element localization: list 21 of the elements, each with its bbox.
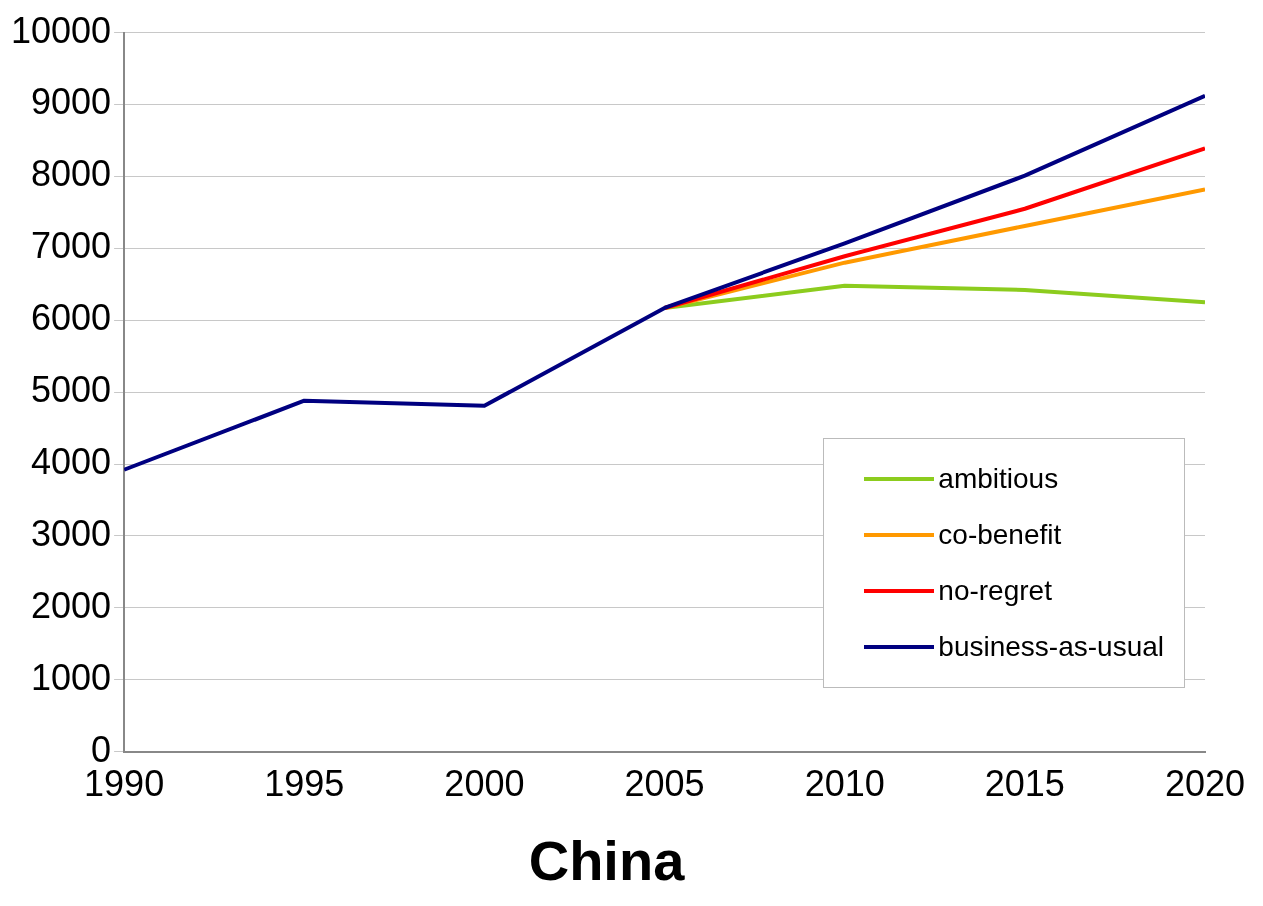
- y-tick-label: 10000: [11, 9, 112, 51]
- legend-label: no-regret: [938, 575, 1052, 607]
- y-tick-label: 3000: [31, 512, 112, 554]
- x-tick-label: 2020: [1164, 763, 1246, 805]
- x-tick-label: 2005: [624, 763, 705, 805]
- y-tick-label: 9000: [31, 81, 112, 123]
- y-tick-label: 5000: [31, 369, 112, 411]
- x-tick-label: 2015: [984, 763, 1065, 805]
- y-tick-label: 1000: [31, 656, 112, 698]
- y-tick-label: 7000: [31, 225, 112, 267]
- y-tick-label: 6000: [31, 297, 112, 339]
- y-tick-label: 2000: [31, 584, 112, 626]
- y-tick-label: 8000: [31, 153, 112, 195]
- legend-label: business-as-usual: [938, 631, 1164, 663]
- x-tick-label: 2000: [444, 763, 525, 805]
- legend-label: co-benefit: [938, 519, 1062, 551]
- text: China: [528, 828, 686, 892]
- y-tick-label: 4000: [31, 440, 112, 482]
- legend-label: ambitious: [938, 463, 1059, 495]
- x-tick-label: 2010: [804, 763, 885, 805]
- x-tick-label: 1995: [264, 763, 345, 805]
